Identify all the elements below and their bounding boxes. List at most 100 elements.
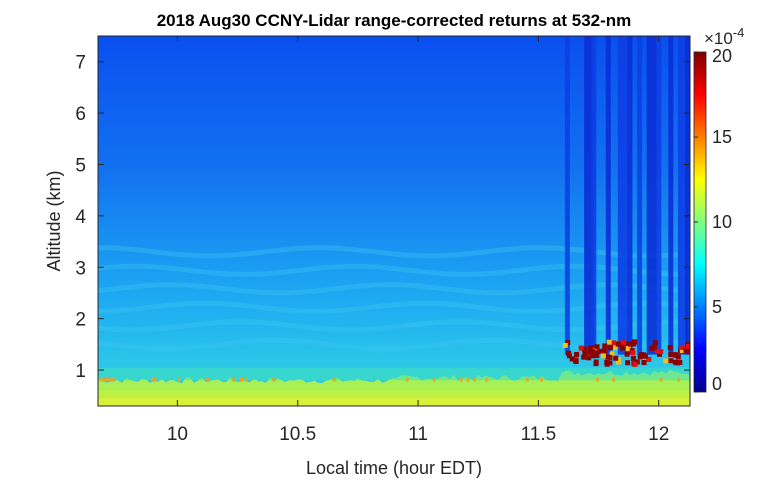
cloud-pixel [581, 354, 587, 360]
bl-hotspot [677, 377, 681, 382]
cloud-pixel [582, 346, 588, 352]
signal-dropout-column [656, 36, 662, 355]
signal-dropout-column [605, 36, 611, 355]
x-tick-label: 12 [648, 424, 669, 445]
y-tick-label: 2 [75, 310, 86, 331]
cloud-pixel [615, 341, 621, 347]
y-axis-ticks: 1 2 3 4 5 6 7 [75, 53, 690, 382]
bl-hotspot [539, 377, 543, 382]
cloud-pixel [624, 351, 630, 357]
bl-hotspot [111, 377, 115, 382]
cloud-pixel [608, 345, 613, 351]
bl-hotspot [525, 377, 529, 382]
signal-dropout-column [646, 36, 657, 355]
colorbar-tick-label: 10 [712, 212, 732, 232]
cloud-pixel [685, 343, 690, 349]
cloud-pixel [588, 345, 594, 351]
cloud-pixel [613, 355, 619, 361]
cloud-pixel [673, 352, 679, 358]
cloud-pixel [605, 354, 610, 360]
cloud-pixel [668, 358, 674, 364]
signal-dropout-column [685, 36, 690, 355]
cloud-pixel [679, 348, 685, 353]
bl-hotspot [332, 377, 336, 382]
surface-layer [98, 398, 690, 406]
y-tick-label: 4 [75, 207, 86, 228]
colorbar-ticks: 0 5 10 15 20 [694, 46, 732, 394]
heatmap-features [98, 36, 690, 406]
cloud-pixel [573, 359, 579, 364]
cloud-pixel [625, 346, 631, 352]
cloud-pixel [574, 352, 580, 357]
x-tick-label: 11.5 [521, 424, 557, 445]
cloud-pixel [611, 340, 617, 346]
cloud-pixel [582, 351, 588, 357]
x-axis-label: Local time (hour EDT) [306, 458, 482, 478]
cloud-pixel [593, 350, 599, 356]
cloud-pixel [578, 345, 584, 351]
bl-hotspot [106, 377, 110, 382]
signal-dropout-column [591, 36, 597, 355]
cloud-pixel [594, 344, 600, 350]
cloud-pixel [632, 361, 638, 367]
cloud-pixel [654, 348, 660, 354]
bl-hotspot [485, 377, 489, 382]
cloud-pixel [607, 360, 613, 366]
y-tick-label: 1 [75, 361, 86, 382]
cloud-pixel [619, 341, 625, 347]
cloud-pixel [590, 353, 596, 359]
bl-hotspot [405, 377, 409, 382]
cloud-pixel [619, 345, 625, 351]
cloud-pixel [663, 358, 669, 364]
bl-hotspot [272, 377, 276, 382]
signal-dropout-column [677, 36, 688, 355]
cloud-pixel [600, 353, 606, 359]
bl-hotspot [240, 377, 244, 382]
y-tick-label: 6 [75, 104, 86, 125]
cloud-pixel [569, 356, 575, 362]
cloud-pixel [680, 344, 686, 350]
colorbar-tick-label: 5 [712, 297, 722, 317]
x-axis-ticks: 10 10.5 11 11.5 12 [167, 36, 669, 445]
bl-hotspot [244, 377, 248, 382]
cloud-pixel [615, 357, 621, 363]
y-axis-label: Altitude (km) [44, 170, 64, 271]
colorbar-tick-label: 20 [712, 46, 732, 66]
signal-dropout-column [617, 36, 628, 355]
y-tick-label: 5 [75, 155, 86, 176]
cloud-pixel [667, 345, 673, 351]
cloud-pixel [594, 353, 600, 358]
colorbar-exponent-base: ×10 [704, 29, 733, 48]
cloud-pixel [641, 360, 647, 365]
colorbar-tick-label: 0 [712, 374, 722, 394]
cloud-pixel [565, 340, 571, 346]
bl-hotspot [473, 377, 477, 382]
signal-dropout-column [564, 36, 570, 355]
cloud-pixel [586, 355, 592, 361]
bl-hotspot [612, 377, 616, 382]
x-tick-label: 11 [408, 424, 428, 445]
colorbar-exponent: ×10-4 [704, 25, 744, 48]
bl-hotspot [232, 377, 236, 382]
bl-hotspot [466, 377, 470, 382]
cloud-pixel [606, 339, 612, 345]
colorbar-exponent-power: -4 [733, 25, 745, 40]
cloud-pixel [672, 359, 678, 365]
colorbar-tick-label: 15 [712, 127, 732, 147]
x-tick-label: 10 [167, 424, 188, 445]
cloud-pixel [657, 351, 662, 357]
cloud-pixel [625, 360, 631, 366]
cloud-pixel [658, 349, 664, 355]
cloud-pixel [604, 360, 610, 365]
cloud-pixel [628, 341, 634, 347]
bl-hotspot [177, 377, 181, 382]
signal-dropout-column [584, 36, 595, 355]
cloud-pixel [602, 348, 607, 354]
bl-hotspot [102, 377, 106, 382]
cloud-pixel [675, 354, 681, 360]
cloud-pixel [632, 339, 637, 345]
bl-hotspot [151, 377, 155, 382]
cloud-pixel [630, 350, 636, 356]
cloud-pixel [589, 348, 595, 354]
